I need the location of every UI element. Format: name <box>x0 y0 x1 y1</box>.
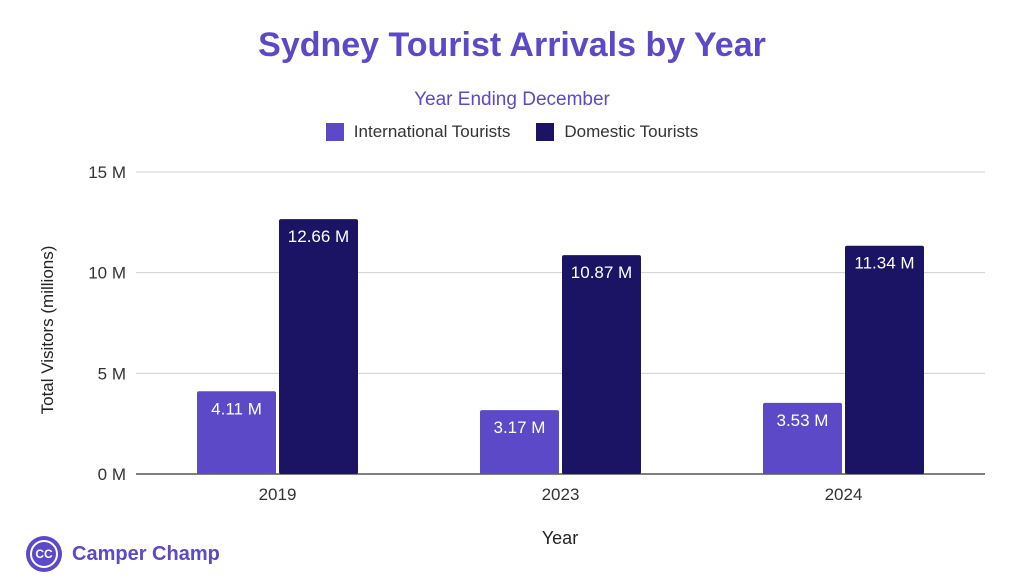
brand-logo: CC Camper Champ <box>26 536 220 572</box>
legend-swatch-international <box>325 123 344 141</box>
y-tick-label: 15 M <box>88 163 126 182</box>
legend-item-international: International Tourists <box>325 122 511 142</box>
y-tick-label: 0 M <box>98 465 126 484</box>
logo-badge-icon: CC <box>26 536 62 572</box>
x-tick-label: 2019 <box>259 485 297 504</box>
chart-legend: International Tourists Domestic Tourists <box>0 122 1024 142</box>
chart-title: Sydney Tourist Arrivals by Year <box>258 26 766 64</box>
data-label: 3.17 M <box>494 418 546 437</box>
data-label: 4.11 M <box>211 399 262 418</box>
y-tick-label: 5 M <box>98 364 126 383</box>
legend-swatch-domestic <box>536 123 555 141</box>
legend-item-domestic: Domestic Tourists <box>536 122 698 142</box>
data-label: 10.87 M <box>571 263 632 282</box>
bar-domestic-2019 <box>279 219 358 474</box>
x-tick-label: 2024 <box>825 485 863 504</box>
y-tick-label: 10 M <box>88 264 126 283</box>
bar-international-2024 <box>763 402 842 474</box>
bar-domestic-2023 <box>562 255 641 474</box>
data-label: 12.66 M <box>288 227 349 246</box>
bar-international-2019 <box>197 391 276 474</box>
data-label: 3.53 M <box>777 411 829 430</box>
x-tick-label: 2023 <box>542 485 580 504</box>
legend-label-international: International Tourists <box>353 122 511 141</box>
y-axis-title: Total Visitors (millions) <box>38 246 57 415</box>
bar-domestic-2024 <box>845 245 924 474</box>
data-label: 11.34 M <box>854 254 914 273</box>
logo-initials: CC <box>30 540 58 568</box>
brand-name: Camper Champ <box>72 542 220 565</box>
legend-label-domestic: Domestic Tourists <box>564 122 699 141</box>
x-axis-title: Year <box>542 528 578 548</box>
chart-subtitle: Year Ending December <box>414 89 610 110</box>
bar-international-2023 <box>480 410 559 474</box>
